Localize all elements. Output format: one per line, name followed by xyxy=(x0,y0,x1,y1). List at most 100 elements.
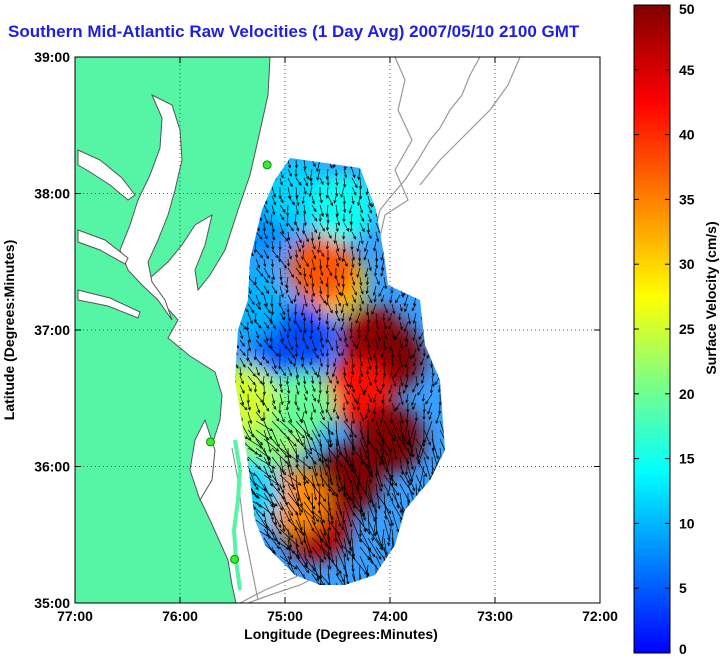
current-vector xyxy=(383,339,387,351)
current-vector xyxy=(271,465,281,492)
current-vector xyxy=(303,546,308,567)
current-vector xyxy=(356,393,361,406)
current-vector xyxy=(311,258,316,271)
current-vector xyxy=(319,474,335,496)
current-vector xyxy=(359,447,364,465)
y-axis-label: Latitude (Degrees:Minutes) xyxy=(1,240,17,420)
current-vector xyxy=(319,420,334,436)
current-vector xyxy=(303,285,308,294)
current-vector xyxy=(351,564,358,585)
current-vector xyxy=(311,555,320,582)
lon-tick-label: 73:00 xyxy=(477,608,513,624)
current-vector xyxy=(351,303,355,313)
current-vector xyxy=(343,177,347,188)
current-vector xyxy=(348,312,353,322)
current-vector xyxy=(397,348,402,359)
current-vector xyxy=(263,366,269,377)
current-vector xyxy=(359,366,364,378)
current-vector xyxy=(279,285,284,298)
current-vector xyxy=(295,339,299,349)
current-vector xyxy=(247,474,259,491)
current-vector xyxy=(358,177,363,190)
current-vector xyxy=(261,348,266,361)
lat-tick-label: 37:00 xyxy=(34,322,70,338)
current-vector xyxy=(263,438,280,452)
current-vector xyxy=(247,447,263,457)
lon-tick-label: 77:00 xyxy=(57,608,93,624)
current-vector xyxy=(309,168,313,182)
current-vector xyxy=(239,366,243,377)
current-vector xyxy=(295,456,312,470)
current-vector xyxy=(351,384,355,393)
current-vector xyxy=(311,528,329,547)
current-vector xyxy=(422,412,426,421)
current-vector xyxy=(271,186,276,198)
current-vector xyxy=(389,294,393,304)
current-vector xyxy=(343,204,347,214)
current-vector xyxy=(269,213,273,227)
current-vector xyxy=(317,303,322,313)
current-vector xyxy=(335,285,341,296)
current-vector xyxy=(327,267,333,277)
current-vector xyxy=(263,231,268,240)
current-vector xyxy=(390,286,394,295)
current-vector xyxy=(412,348,417,359)
current-vector xyxy=(303,447,317,465)
current-vector xyxy=(253,348,257,361)
current-vector xyxy=(239,402,248,411)
current-vector xyxy=(295,267,302,276)
current-vector xyxy=(255,339,262,348)
current-vector xyxy=(325,384,329,395)
current-vector xyxy=(402,384,409,394)
current-vector xyxy=(367,465,372,484)
current-vector xyxy=(247,411,253,425)
current-vector xyxy=(263,402,270,412)
current-vector xyxy=(415,438,429,460)
current-vector xyxy=(303,501,320,523)
current-vector xyxy=(335,564,345,583)
current-vector xyxy=(261,375,265,387)
lon-tick-label: 75:00 xyxy=(267,608,303,624)
current-vector xyxy=(379,447,385,466)
current-vector xyxy=(303,438,309,460)
current-vector xyxy=(351,474,362,500)
current-vector xyxy=(375,483,381,510)
current-vector xyxy=(388,312,393,322)
current-vector xyxy=(412,312,417,325)
current-vector xyxy=(279,366,287,377)
current-vector xyxy=(269,375,273,385)
current-vector xyxy=(367,537,382,560)
current-vector xyxy=(279,222,285,235)
current-vector xyxy=(279,456,285,474)
current-vector xyxy=(391,501,403,521)
current-vector xyxy=(399,339,404,350)
current-vector xyxy=(311,384,316,393)
current-vector xyxy=(279,411,285,423)
current-vector xyxy=(263,204,269,214)
current-vector xyxy=(351,438,355,457)
current-vector xyxy=(335,222,339,233)
current-vector xyxy=(287,393,291,405)
current-vector xyxy=(262,384,266,396)
current-vector xyxy=(382,312,386,322)
current-vector xyxy=(301,249,305,261)
current-vector xyxy=(287,294,293,305)
current-vector xyxy=(335,411,340,420)
x-axis-label: Longitude (Degrees:Minutes) xyxy=(244,626,438,642)
current-vector xyxy=(287,465,295,488)
current-vector xyxy=(311,195,316,205)
current-vector xyxy=(351,195,355,205)
current-vector xyxy=(375,258,379,269)
current-vector xyxy=(319,276,324,285)
current-vector xyxy=(405,456,409,476)
current-vector xyxy=(357,402,361,411)
current-vector xyxy=(310,294,314,304)
current-vector xyxy=(363,249,369,261)
current-vector xyxy=(271,537,290,550)
current-vector xyxy=(351,366,355,376)
current-vector xyxy=(295,258,302,269)
current-vector xyxy=(318,375,322,386)
current-vector xyxy=(309,267,313,279)
current-vector xyxy=(431,429,436,452)
current-vector xyxy=(373,348,377,359)
